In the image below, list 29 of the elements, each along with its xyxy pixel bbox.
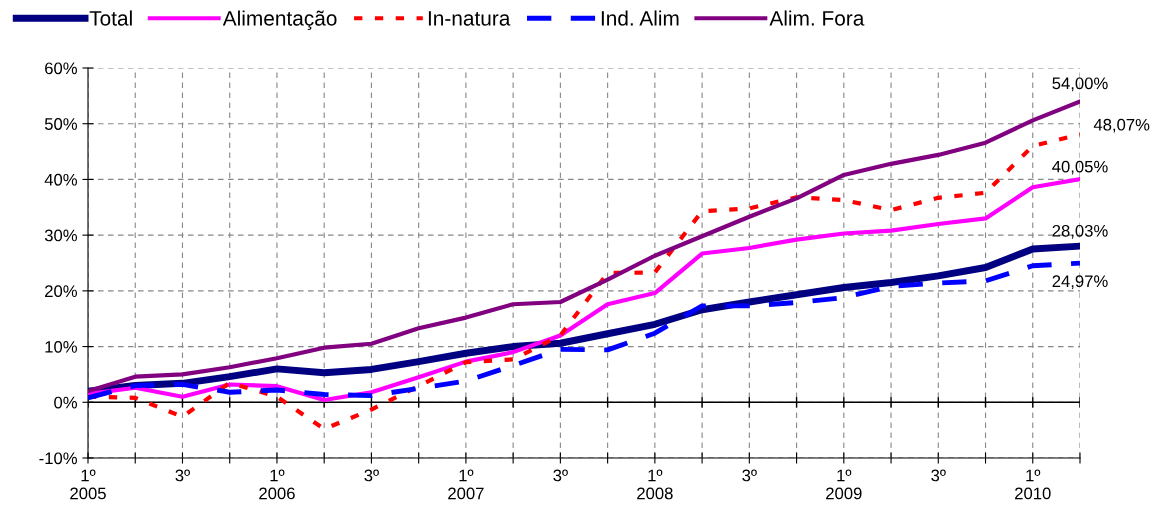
y-tick-label: 20% [45,285,77,298]
x-tick-label: 1º 2008 [637,469,673,500]
data-label: 24,97% [1052,275,1108,290]
y-tick-label: 60% [45,62,77,75]
y-tick-label: 0% [54,396,77,409]
x-tick-label: 1º 2010 [1015,469,1051,500]
data-label: 48,07% [1093,118,1150,133]
legend-label: Alimentação [222,10,337,30]
legend-label: Ind. Alim [601,10,679,26]
y-tick-label: -10% [39,452,77,465]
data-label: 54,00% [1052,77,1108,92]
x-tick-label: 3º [742,469,757,482]
x-tick-label: 1º 2005 [70,469,106,500]
y-tick-label: 10% [45,340,77,353]
x-tick-label: 1º 2009 [826,469,862,500]
legend-label: In-natura [428,11,511,26]
y-tick-label: 40% [44,173,77,186]
x-tick-label: 1º 2007 [448,469,484,500]
data-label: 28,03% [1052,224,1108,239]
x-tick-label: 3º [175,469,190,482]
data-label: 40,05% [1052,160,1108,175]
x-tick-label: 3º [364,469,379,482]
x-tick-label: 3º [931,469,946,482]
y-tick-label: 30% [44,229,77,242]
legend-label: Alim. Fora [769,10,865,26]
legend-label: Total [89,10,132,26]
x-tick-label: 3º [553,469,568,482]
y-tick-label: 50% [44,118,77,130]
x-tick-label: 1º 2006 [259,469,295,500]
